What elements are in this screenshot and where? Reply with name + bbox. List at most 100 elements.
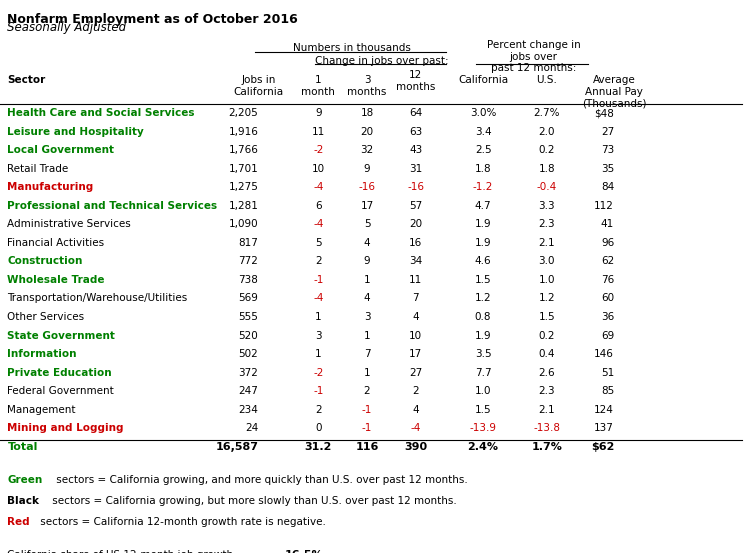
- Text: Change in jobs over past:: Change in jobs over past:: [315, 56, 449, 66]
- Text: 1,275: 1,275: [228, 182, 258, 192]
- Text: sectors = California growing, but more slowly than U.S. over past 12 months.: sectors = California growing, but more s…: [49, 496, 457, 506]
- Text: 247: 247: [238, 386, 258, 396]
- Text: 4: 4: [364, 238, 370, 248]
- Text: Wholesale Trade: Wholesale Trade: [7, 275, 105, 285]
- Text: Nonfarm Employment as of October 2016: Nonfarm Employment as of October 2016: [7, 13, 298, 25]
- Text: 520: 520: [239, 331, 258, 341]
- Text: 3.0%: 3.0%: [470, 108, 497, 118]
- Text: Leisure and Hospitality: Leisure and Hospitality: [7, 127, 145, 137]
- Text: 1,916: 1,916: [228, 127, 258, 137]
- Text: 9: 9: [364, 257, 370, 267]
- Text: 1.7%: 1.7%: [531, 442, 562, 452]
- Text: State Government: State Government: [7, 331, 115, 341]
- Text: Black: Black: [7, 496, 40, 506]
- Text: 1
month: 1 month: [301, 75, 336, 97]
- Text: Jobs in
California: Jobs in California: [234, 75, 283, 97]
- Text: 41: 41: [601, 220, 614, 229]
- Text: Total: Total: [7, 442, 38, 452]
- Text: -1: -1: [362, 423, 372, 433]
- Text: Numbers in thousands: Numbers in thousands: [293, 43, 411, 53]
- Text: Federal Government: Federal Government: [7, 386, 115, 396]
- Text: 34: 34: [409, 257, 422, 267]
- Text: Retail Trade: Retail Trade: [7, 164, 69, 174]
- Text: 16: 16: [409, 238, 422, 248]
- Text: 4.6: 4.6: [475, 257, 491, 267]
- Text: 0: 0: [315, 423, 321, 433]
- Text: 5: 5: [315, 238, 321, 248]
- Text: 1.2: 1.2: [539, 294, 555, 304]
- Text: 17: 17: [360, 201, 374, 211]
- Text: 1.0: 1.0: [539, 275, 555, 285]
- Text: -13.9: -13.9: [470, 423, 497, 433]
- Text: 738: 738: [238, 275, 258, 285]
- Text: -4: -4: [410, 423, 421, 433]
- Text: 35: 35: [601, 164, 614, 174]
- Text: -1: -1: [313, 386, 324, 396]
- Text: 20: 20: [360, 127, 374, 137]
- Text: 4: 4: [413, 405, 419, 415]
- Text: 3.3: 3.3: [539, 201, 555, 211]
- Text: 31: 31: [409, 164, 422, 174]
- Text: 1.2: 1.2: [475, 294, 491, 304]
- Text: U.S.: U.S.: [536, 75, 557, 85]
- Text: 11: 11: [312, 127, 325, 137]
- Text: 0.2: 0.2: [539, 331, 555, 341]
- Text: 2.1: 2.1: [539, 238, 555, 248]
- Text: California share of US 12-month job growth:: California share of US 12-month job grow…: [7, 550, 237, 553]
- Text: 69: 69: [601, 331, 614, 341]
- Text: -4: -4: [313, 294, 324, 304]
- Text: Red: Red: [7, 517, 30, 527]
- Text: 2: 2: [364, 386, 370, 396]
- Text: Manufacturing: Manufacturing: [7, 182, 94, 192]
- Text: 3
months: 3 months: [348, 75, 386, 97]
- Text: 10: 10: [409, 331, 422, 341]
- Text: 16.5%: 16.5%: [285, 550, 324, 553]
- Text: 2,205: 2,205: [228, 108, 258, 118]
- Text: -0.4: -0.4: [536, 182, 557, 192]
- Text: 1,701: 1,701: [228, 164, 258, 174]
- Text: 569: 569: [238, 294, 258, 304]
- Text: 62: 62: [601, 257, 614, 267]
- Text: 60: 60: [601, 294, 614, 304]
- Text: 27: 27: [409, 368, 422, 378]
- Text: 2.0: 2.0: [539, 127, 555, 137]
- Text: 7: 7: [364, 349, 370, 359]
- Text: 3.4: 3.4: [475, 127, 491, 137]
- Text: 1.8: 1.8: [539, 164, 555, 174]
- Text: 772: 772: [238, 257, 258, 267]
- Text: 0.2: 0.2: [539, 145, 555, 155]
- Text: 1,090: 1,090: [228, 220, 258, 229]
- Text: 64: 64: [409, 108, 422, 118]
- Text: 124: 124: [594, 405, 614, 415]
- Text: 43: 43: [409, 145, 422, 155]
- Text: 4.7: 4.7: [475, 201, 491, 211]
- Text: -2: -2: [313, 145, 324, 155]
- Text: 27: 27: [601, 127, 614, 137]
- Text: 2.7%: 2.7%: [533, 108, 560, 118]
- Text: Green: Green: [7, 475, 43, 485]
- Text: Administrative Services: Administrative Services: [7, 220, 131, 229]
- Text: Average
Annual Pay
(Thousands): Average Annual Pay (Thousands): [582, 75, 646, 108]
- Text: 2.1: 2.1: [539, 405, 555, 415]
- Text: Other Services: Other Services: [7, 312, 85, 322]
- Text: -16: -16: [359, 182, 375, 192]
- Text: 7: 7: [413, 294, 419, 304]
- Text: Financial Activities: Financial Activities: [7, 238, 105, 248]
- Text: Mining and Logging: Mining and Logging: [7, 423, 124, 433]
- Text: 32: 32: [360, 145, 374, 155]
- Text: 1: 1: [315, 312, 321, 322]
- Text: 51: 51: [601, 368, 614, 378]
- Text: 3: 3: [364, 312, 370, 322]
- Text: 2: 2: [315, 257, 321, 267]
- Text: 24: 24: [245, 423, 258, 433]
- Text: 57: 57: [409, 201, 422, 211]
- Text: 2: 2: [315, 405, 321, 415]
- Text: 31.2: 31.2: [305, 442, 332, 452]
- Text: 1: 1: [364, 331, 370, 341]
- Text: 502: 502: [239, 349, 258, 359]
- Text: 1.9: 1.9: [475, 331, 491, 341]
- Text: 2.3: 2.3: [539, 386, 555, 396]
- Text: 1: 1: [364, 275, 370, 285]
- Text: 9: 9: [364, 164, 370, 174]
- Text: Sector: Sector: [7, 75, 46, 85]
